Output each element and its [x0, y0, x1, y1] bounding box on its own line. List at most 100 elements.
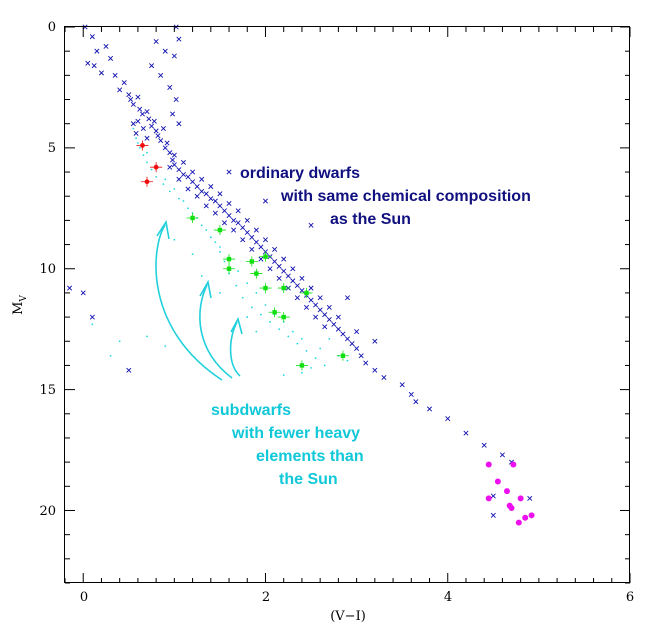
- red-points-point-2: [136, 140, 149, 151]
- ordinary-dwarfs-point-9: [121, 80, 127, 86]
- subdwarfs-point-41: [237, 270, 240, 273]
- ordinary-dwarfs-point-32: [133, 130, 139, 136]
- ordinary-dwarfs-point-102: [272, 246, 278, 252]
- ordinary-dwarfs-point-89: [313, 314, 319, 320]
- ordinary-dwarfs-point-31: [130, 121, 136, 127]
- data-points-layer: [67, 24, 535, 526]
- ordinary-dwarfs-point-111: [167, 84, 173, 90]
- subdwarfs-point-33: [164, 178, 167, 181]
- ordinary-dwarfs-point-14: [135, 94, 141, 100]
- ordinary-dwarfs-point-41: [203, 191, 209, 197]
- ordinary-dwarfs-point-59: [285, 273, 291, 279]
- ordinary-dwarfs-point-138: [527, 495, 533, 501]
- green-points-point-1: [213, 225, 226, 236]
- ordinary-dwarfs-point-128: [408, 391, 414, 397]
- subdwarfs-point-22: [278, 328, 281, 331]
- green-points-point-8: [268, 307, 281, 318]
- ordinary-dwarfs-point-145: [80, 290, 86, 296]
- ordinary-dwarfs-point-40: [199, 188, 205, 194]
- subdwarfs-point-61: [164, 345, 167, 347]
- ordinary-dwarfs-point-13: [130, 101, 136, 107]
- ordinary-dwarfs-point-80: [231, 227, 237, 233]
- ordinary-dwarfs-point-85: [276, 275, 282, 281]
- subdwarfs-point-28: [301, 371, 303, 374]
- ordinary-dwarfs-point-53: [258, 244, 264, 250]
- x-axis-label: (V−I): [330, 609, 366, 624]
- magenta-points-point-3: [503, 488, 510, 495]
- subdwarfs-point-2: [138, 146, 141, 149]
- ordinary-dwarfs-point-26: [164, 140, 170, 146]
- subdwarfs-point-57: [328, 337, 331, 340]
- subdwarfs-point-18: [241, 296, 244, 299]
- subdwarfs-point-55: [219, 292, 221, 294]
- arrow-2-head: [199, 279, 212, 299]
- subdwarfs-point-1: [135, 137, 137, 140]
- magenta-points-point-0: [485, 461, 492, 468]
- ordinary-dwarfs-point-56: [272, 258, 278, 265]
- ordinary-dwarfs-line-3: as the Sun: [330, 211, 411, 228]
- ordinary-dwarfs-point-101: [262, 237, 269, 243]
- ordinary-dwarfs-point-74: [176, 176, 182, 182]
- ordinary-dwarfs-point-45: [221, 208, 227, 214]
- green-points-point-11: [300, 287, 313, 298]
- ordinary-dwarfs-point-57: [276, 263, 282, 269]
- x-tick-4: 4: [444, 590, 452, 605]
- magenta-points-point-2: [494, 478, 501, 485]
- ordinary-dwarfs-point-147: [126, 367, 132, 373]
- ordinary-dwarfs-point-142: [354, 329, 360, 335]
- subdwarfs-point-43: [255, 292, 258, 294]
- ordinary-dwarfs-point-105: [299, 275, 305, 281]
- y-tick-0: 0: [48, 20, 56, 35]
- ordinary-dwarfs-point-8: [112, 72, 118, 78]
- subdwarfs-point-6: [155, 175, 158, 178]
- ordinary-dwarfs-point-110: [173, 97, 179, 103]
- ordinary-dwarfs-point-91: [171, 152, 177, 158]
- ordinary-dwarfs-point-43: [212, 198, 218, 204]
- green-points-point-6: [259, 283, 272, 294]
- ordinary-dwarfs-point-119: [153, 38, 159, 45]
- ordinary-dwarfs-point-49: [240, 225, 246, 231]
- ordinary-dwarfs-point-16: [139, 111, 145, 117]
- ordinary-dwarfs-point-36: [180, 171, 186, 177]
- ordinary-dwarfs-point-132: [463, 430, 469, 436]
- ordinary-dwarfs-point-69: [331, 321, 337, 327]
- subdwarfs-point-35: [182, 200, 185, 202]
- ordinary-dwarfs-point-10: [117, 87, 123, 93]
- ordinary-dwarfs-point-108: [326, 304, 332, 310]
- ordinary-dwarfs-point-125: [372, 367, 378, 373]
- subdwarfs-line-1: subdwarfs: [211, 402, 291, 419]
- x-tick-0: 0: [80, 590, 88, 605]
- ordinary-dwarfs-point-126: [381, 375, 387, 381]
- ordinary-dwarfs-point-20: [151, 118, 157, 124]
- ordinary-dwarfs-point-52: [253, 239, 259, 245]
- ordinary-dwarfs-point-104: [290, 266, 296, 272]
- ordinary-dwarfs-point-44: [217, 203, 223, 209]
- ordinary-dwarfs-point-67: [322, 312, 328, 318]
- ordinary-dwarfs-point-140: [308, 222, 314, 228]
- ordinary-dwarfs-point-27: [167, 150, 173, 156]
- x-tick-2: 2: [262, 590, 270, 605]
- arrow-3-head: [230, 316, 243, 335]
- magenta-points-point-1: [510, 461, 517, 468]
- arrow-2: [199, 284, 233, 379]
- subdwarfs-point-26: [314, 357, 317, 360]
- subdwarfs-point-64: [255, 330, 258, 333]
- arrow-3: [229, 321, 241, 377]
- subdwarfs-point-47: [291, 330, 294, 333]
- svg-text:MV: MV: [11, 295, 29, 315]
- ordinary-dwarfs-point-30: [144, 135, 150, 141]
- magenta-points-series: [485, 461, 535, 526]
- y-axis-label-sub: V: [19, 295, 29, 303]
- subdwarf-arrows: [155, 219, 243, 381]
- ordinary-dwarfs-point-76: [194, 193, 200, 199]
- ordinary-dwarfs-point-60: [290, 278, 296, 284]
- subdwarfs-point-51: [346, 359, 349, 362]
- ordinary-dwarfs-point-61: [294, 283, 300, 289]
- green-points-series: [186, 212, 349, 371]
- ordinary-dwarfs-point-25: [162, 145, 168, 151]
- ordinary-dwarfs-point-139: [262, 198, 269, 204]
- ordinary-dwarfs-point-64: [308, 297, 314, 303]
- ordinary-dwarfs-point-51: [249, 234, 255, 240]
- ordinary-dwarfs-point-42: [208, 196, 214, 202]
